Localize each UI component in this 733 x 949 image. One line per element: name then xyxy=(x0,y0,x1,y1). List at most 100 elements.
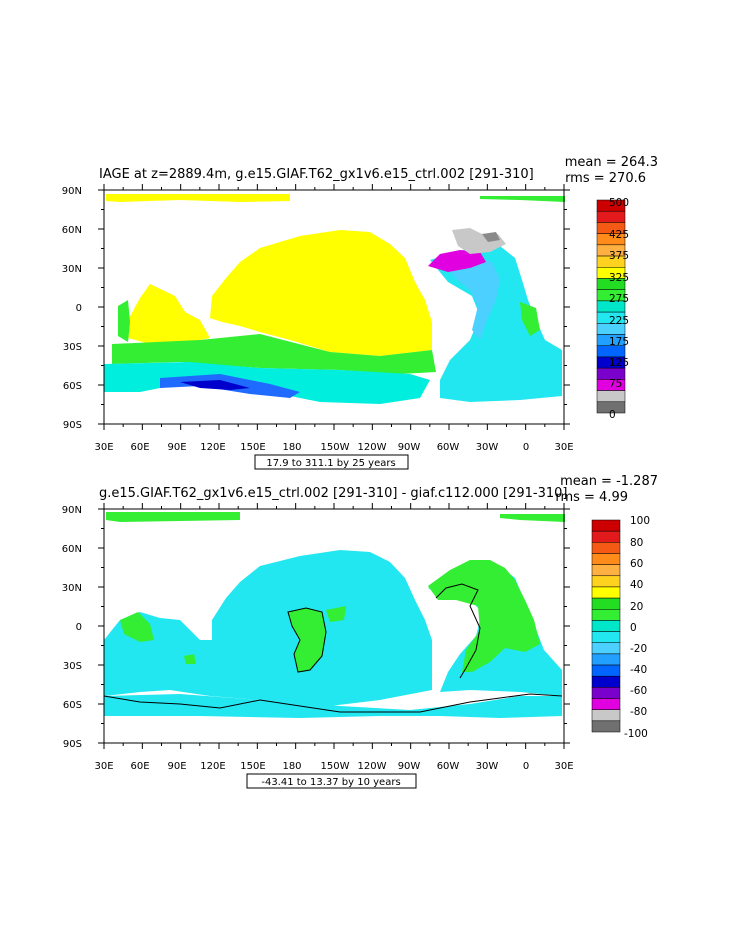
lon-label: 30W xyxy=(476,761,499,772)
colorbar-swatch xyxy=(591,575,621,588)
colorbar-swatch xyxy=(591,687,621,699)
panel-bottom-lon-labels: 30E 60E 90E 120E 150E 180 150W 120W 90W … xyxy=(94,761,573,772)
map-region-pacific-green-2 xyxy=(326,606,346,622)
colorbar-label: -100 xyxy=(624,728,648,740)
lon-label: 0 xyxy=(523,761,529,772)
map-region-atlantic xyxy=(430,246,562,402)
lat-label: 60S xyxy=(63,700,82,711)
colorbar-label: 0 xyxy=(630,622,637,634)
panel-top-lat-labels: 90N 60N 30N 0 30S 60S 90S xyxy=(62,186,82,431)
colorbar-swatch xyxy=(591,675,621,688)
colorbar-swatch xyxy=(591,586,621,599)
colorbar-label: 100 xyxy=(630,515,650,527)
colorbar-label: 40 xyxy=(630,579,643,591)
lon-label: 90W xyxy=(398,761,421,772)
lat-label: 30N xyxy=(62,583,82,594)
lat-label: 90N xyxy=(62,186,82,197)
lon-label: 30W xyxy=(476,442,499,453)
map-region-so-cyan xyxy=(104,362,430,404)
colorbar-swatch xyxy=(591,597,621,610)
lat-label: 60N xyxy=(62,544,82,555)
map-region-indian-green-edge xyxy=(118,300,130,342)
colorbar-label: 225 xyxy=(609,315,629,327)
map-region-so-navy xyxy=(180,380,250,390)
colorbar-label: 275 xyxy=(609,293,629,305)
panel-top-range-box xyxy=(254,454,409,470)
colorbar-label: -20 xyxy=(630,643,647,655)
panel-top-mean: mean = 264.3 xyxy=(565,155,658,170)
colorbar-label: -40 xyxy=(630,664,647,676)
map-region-arctic xyxy=(106,194,290,202)
colorbar-swatch xyxy=(591,542,621,554)
colorbar-swatch xyxy=(591,553,621,565)
map-region-so-green xyxy=(112,334,436,374)
contour-line xyxy=(103,693,563,713)
lat-label: 30S xyxy=(63,342,82,353)
map-region-pacific-green xyxy=(288,608,326,672)
colorbar-swatch xyxy=(591,653,621,666)
colorbar-label: 75 xyxy=(609,378,622,390)
map-region-arctic xyxy=(106,512,240,522)
colorbar-swatch xyxy=(591,664,621,677)
panel-bottom-map xyxy=(103,512,565,718)
lon-label: 90W xyxy=(398,442,421,453)
map-region-indian-green-2 xyxy=(184,654,196,664)
colorbar-label: 375 xyxy=(609,250,629,262)
lon-label: 60W xyxy=(437,442,460,453)
colorbar-label: 60 xyxy=(630,558,643,570)
lon-label: 150E xyxy=(240,761,265,772)
lat-label: 0 xyxy=(76,622,82,633)
lat-label: 90N xyxy=(62,505,82,516)
lon-label: 30E xyxy=(554,761,573,772)
lon-label: 30E xyxy=(554,442,573,453)
panel-bottom-range-note: -43.41 to 13.37 by 10 years xyxy=(261,777,400,788)
lon-label: 120W xyxy=(358,761,387,772)
colorbar-swatch xyxy=(596,401,626,414)
lon-label: 120E xyxy=(200,442,225,453)
panel-bottom-mean: mean = -1.287 xyxy=(560,474,658,489)
map-region-arctic-east xyxy=(500,514,565,522)
panel-bottom-rms: rms = 4.99 xyxy=(555,490,628,505)
map-region-arctic-east xyxy=(480,196,565,202)
colorbar-swatch xyxy=(591,720,621,733)
lon-label: 180 xyxy=(282,761,301,772)
axis-ticks xyxy=(98,184,570,749)
lat-label: 60N xyxy=(62,225,82,236)
panel-bottom-range-box xyxy=(246,773,417,789)
colorbar-swatch xyxy=(591,631,621,643)
lat-label: 30S xyxy=(63,661,82,672)
map-region-atlantic-green xyxy=(520,302,540,336)
lon-label: 150W xyxy=(321,442,350,453)
lon-label: 60E xyxy=(130,761,149,772)
map-region-indian-yellow xyxy=(128,284,210,344)
panel-top-rms: rms = 270.6 xyxy=(565,171,646,186)
map-region-north-atlantic-magenta xyxy=(428,250,486,272)
map-region-atlantic-green xyxy=(428,560,540,672)
colorbar-swatch xyxy=(591,609,621,621)
panel-bottom-colorbar-labels: 100 80 60 40 20 0 -20 -40 -60 -80 -100 xyxy=(624,515,650,740)
lon-label: 30E xyxy=(94,442,113,453)
colorbar-swatch xyxy=(591,620,621,632)
lat-label: 0 xyxy=(76,303,82,314)
lon-label: 90E xyxy=(167,442,186,453)
colorbar-label: 125 xyxy=(609,357,629,369)
lon-label: 120W xyxy=(358,442,387,453)
contour-line xyxy=(287,607,327,673)
colorbar-swatch xyxy=(591,519,621,532)
panel-top: IAGE at z=2889.4m, g.e15.GIAF.T62_gx1v6.… xyxy=(62,155,658,470)
lon-label: 60W xyxy=(437,761,460,772)
colorbar-label: 325 xyxy=(609,272,629,284)
colorbar-swatch xyxy=(591,564,621,577)
map-region-nordic-gray xyxy=(452,228,506,254)
colorbar-swatch xyxy=(591,642,621,655)
colorbar-label: 425 xyxy=(609,229,629,241)
lon-label: 150W xyxy=(321,761,350,772)
lon-label: 30E xyxy=(94,761,113,772)
colorbar-label: 80 xyxy=(630,537,643,549)
lon-label: 150E xyxy=(240,442,265,453)
panel-top-lon-labels: 30E 60E 90E 120E 150E 180 150W 120W 90W … xyxy=(94,442,573,453)
panel-bottom-colorbar xyxy=(591,519,621,733)
map-region-atlantic-blue xyxy=(446,258,500,340)
colorbar-swatch xyxy=(596,210,626,223)
